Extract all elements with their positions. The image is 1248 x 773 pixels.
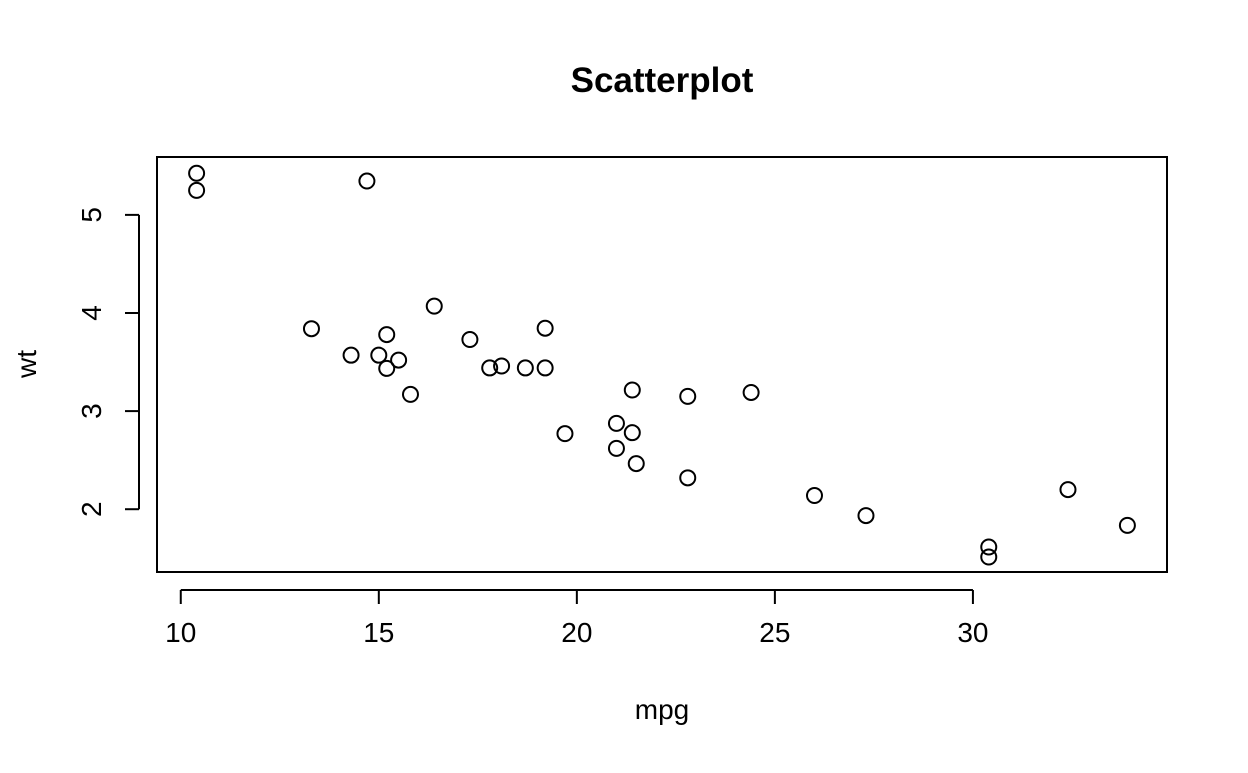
data-point <box>679 469 697 487</box>
data-point <box>1118 516 1136 534</box>
y-tick-label: 5 <box>76 207 107 223</box>
data-point <box>516 359 534 377</box>
data-point <box>536 319 554 337</box>
data-point <box>679 387 697 405</box>
data-point <box>623 381 641 399</box>
data-point <box>378 359 396 377</box>
x-tick-label: 10 <box>165 617 196 648</box>
x-tick-label: 20 <box>561 617 592 648</box>
data-point <box>461 330 479 348</box>
data-point <box>390 351 408 369</box>
data-point <box>607 414 625 432</box>
data-point <box>805 486 823 504</box>
x-axis-label: mpg <box>635 694 689 725</box>
data-point <box>556 425 574 443</box>
data-point <box>536 359 554 377</box>
x-axis: 10 15 20 25 30 <box>165 589 988 648</box>
x-tick-label: 30 <box>957 617 988 648</box>
data-point <box>857 507 875 525</box>
data-point <box>742 383 760 401</box>
data-point <box>481 359 499 377</box>
data-point <box>188 181 206 199</box>
y-axis: 2 3 4 5 <box>76 207 140 517</box>
data-point <box>358 172 376 190</box>
plot-frame <box>156 156 1168 573</box>
data-point <box>188 164 206 182</box>
data-point <box>623 424 641 442</box>
y-axis-label: wt <box>11 350 42 379</box>
data-point <box>401 385 419 403</box>
data-point <box>980 548 998 566</box>
data-point <box>302 320 320 338</box>
y-tick-label: 4 <box>76 305 107 321</box>
data-point <box>607 439 625 457</box>
chart-title: Scatterplot <box>571 61 754 100</box>
data-point <box>342 346 360 364</box>
data-point <box>493 357 511 375</box>
y-tick-label: 2 <box>76 501 107 517</box>
x-tick-label: 15 <box>363 617 394 648</box>
data-point <box>425 297 443 315</box>
data-point <box>627 455 645 473</box>
data-points <box>188 164 1136 566</box>
x-tick-label: 25 <box>759 617 790 648</box>
data-point <box>378 326 396 344</box>
y-tick-label: 3 <box>76 403 107 419</box>
data-point <box>370 346 388 364</box>
data-point <box>980 538 998 556</box>
data-point <box>1059 481 1077 499</box>
